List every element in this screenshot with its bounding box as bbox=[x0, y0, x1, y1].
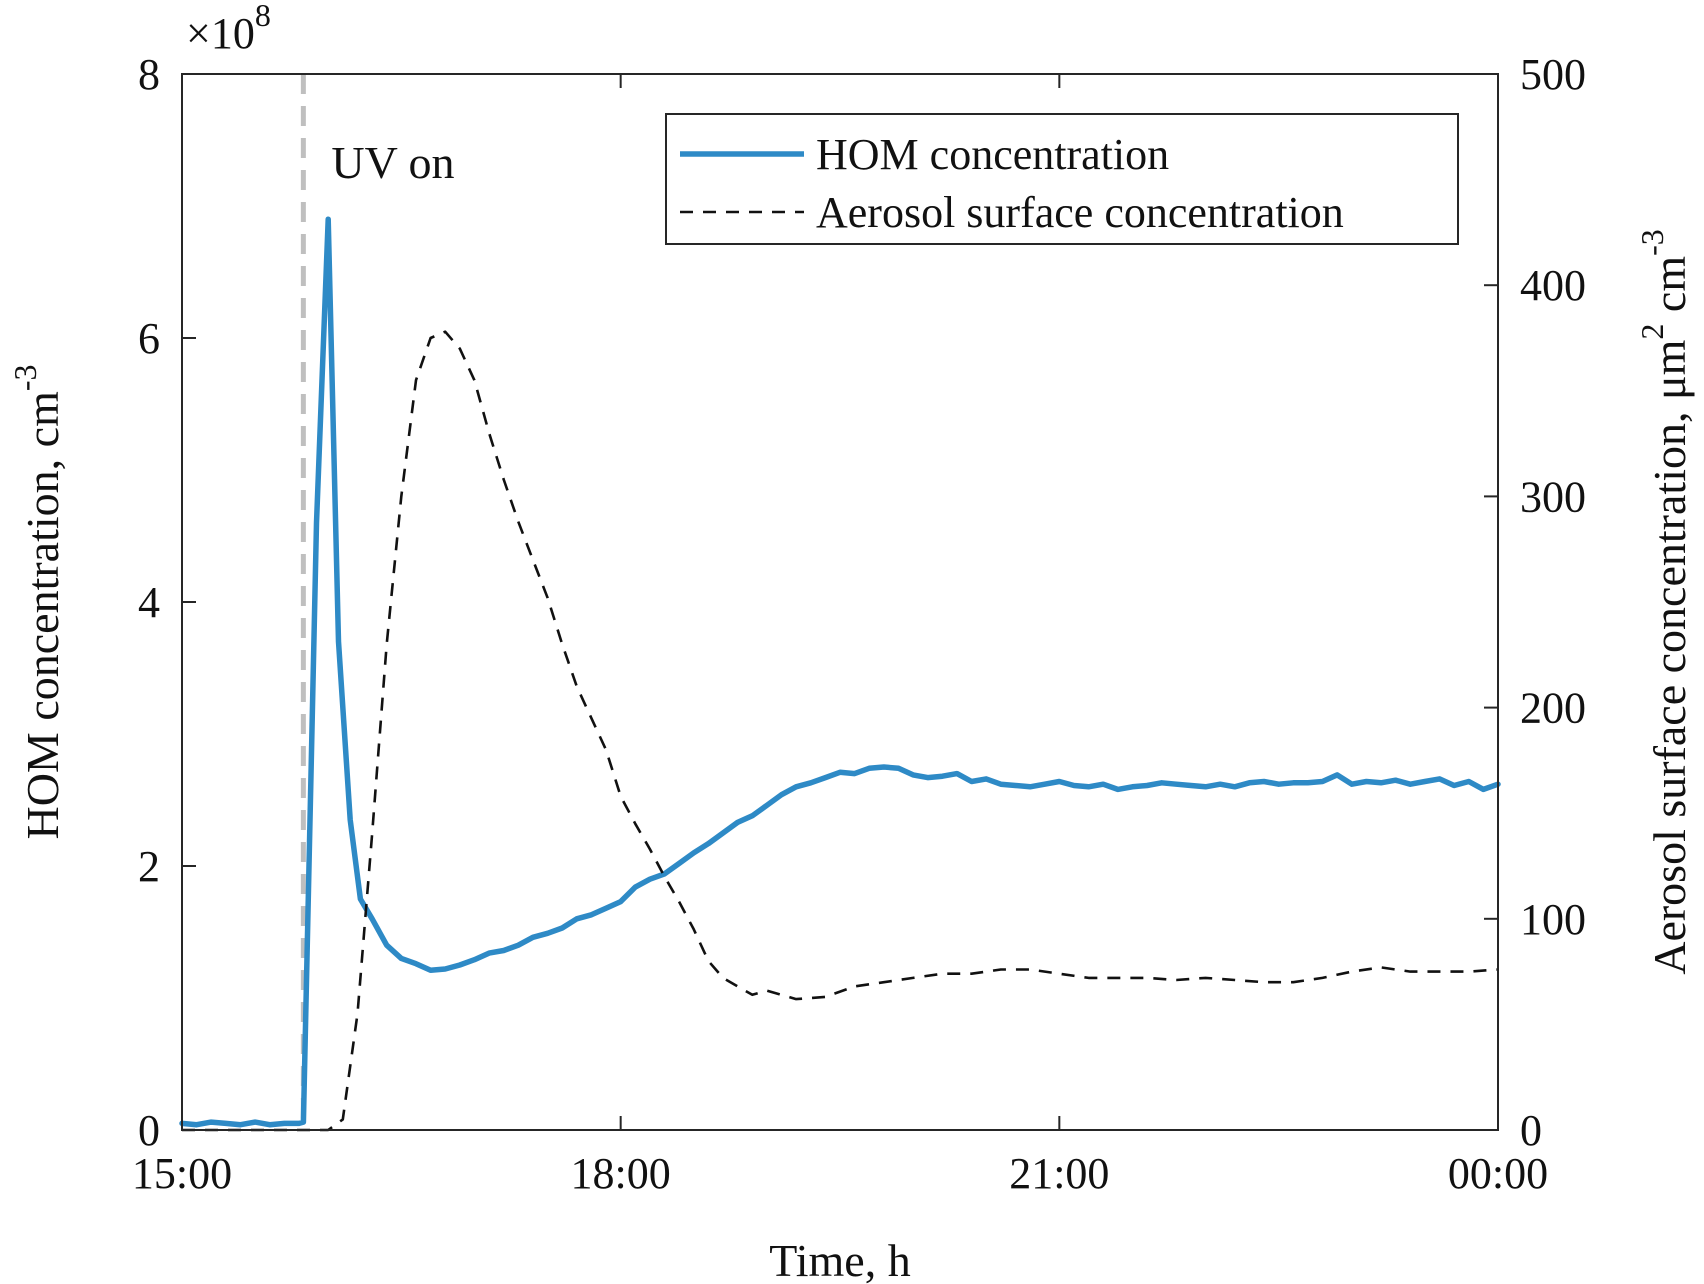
x-tick-label: 00:00 bbox=[1448, 1149, 1548, 1198]
y-right-tick-label: 100 bbox=[1520, 895, 1586, 944]
y-axis-right-title: Aerosol surface concentration, μm2 cm-3 bbox=[1634, 229, 1695, 975]
y-axis-right-title-mid: cm bbox=[1644, 256, 1695, 324]
y-left-multiplier-exponent: 8 bbox=[255, 0, 271, 33]
y-axis-left: 0 2 4 6 8 bbox=[138, 50, 196, 1155]
x-tick-label: 18:00 bbox=[571, 1149, 671, 1198]
y-right-tick-label: 0 bbox=[1520, 1106, 1542, 1155]
y-axis-left-title: HOM concentration, cm-3 bbox=[7, 364, 68, 839]
y-left-tick-label: 2 bbox=[138, 842, 160, 891]
y-axis-right-title-exp1: 2 bbox=[1634, 324, 1670, 340]
x-tick-label: 21:00 bbox=[1009, 1149, 1109, 1198]
y-left-multiplier-base: ×10 bbox=[186, 9, 255, 58]
y-left-tick-label: 8 bbox=[138, 50, 160, 99]
y-axis-left-title-text: HOM concentration, cm bbox=[17, 391, 68, 840]
y-right-tick-label: 200 bbox=[1520, 684, 1586, 733]
legend-box bbox=[665, 113, 1459, 245]
legend-label-hom: HOM concentration bbox=[816, 130, 1169, 179]
y-axis-right: 0 100 200 300 400 500 bbox=[1484, 50, 1586, 1155]
series-layer bbox=[179, 216, 1501, 1132]
y-left-multiplier: ×108 bbox=[186, 0, 271, 58]
y-axis-right-title-exp2: -3 bbox=[1634, 229, 1670, 256]
y-axis-left-title-exp: -3 bbox=[7, 364, 43, 391]
x-axis: 15:00 18:00 21:00 00:00 bbox=[132, 74, 1548, 1198]
series-line-hom bbox=[179, 216, 1501, 1128]
legend-label-aerosol: Aerosol surface concentration bbox=[816, 188, 1344, 237]
series-line-aerosol bbox=[182, 330, 1499, 1132]
y-right-tick-label: 300 bbox=[1520, 472, 1586, 521]
y-right-tick-label: 500 bbox=[1520, 50, 1586, 99]
y-axis-right-title-text: Aerosol surface concentration, μm bbox=[1644, 339, 1695, 974]
uv-marker: UV on bbox=[300, 74, 454, 1130]
x-axis-title: Time, h bbox=[769, 1235, 910, 1284]
x-tick-label: 15:00 bbox=[132, 1149, 232, 1198]
uv-on-label: UV on bbox=[331, 137, 454, 188]
y-left-tick-label: 6 bbox=[138, 314, 160, 363]
y-left-tick-label: 0 bbox=[138, 1106, 160, 1155]
y-right-tick-label: 400 bbox=[1520, 261, 1586, 310]
y-left-tick-label: 4 bbox=[138, 578, 160, 627]
legend: HOM concentration Aerosol surface concen… bbox=[665, 113, 1459, 245]
